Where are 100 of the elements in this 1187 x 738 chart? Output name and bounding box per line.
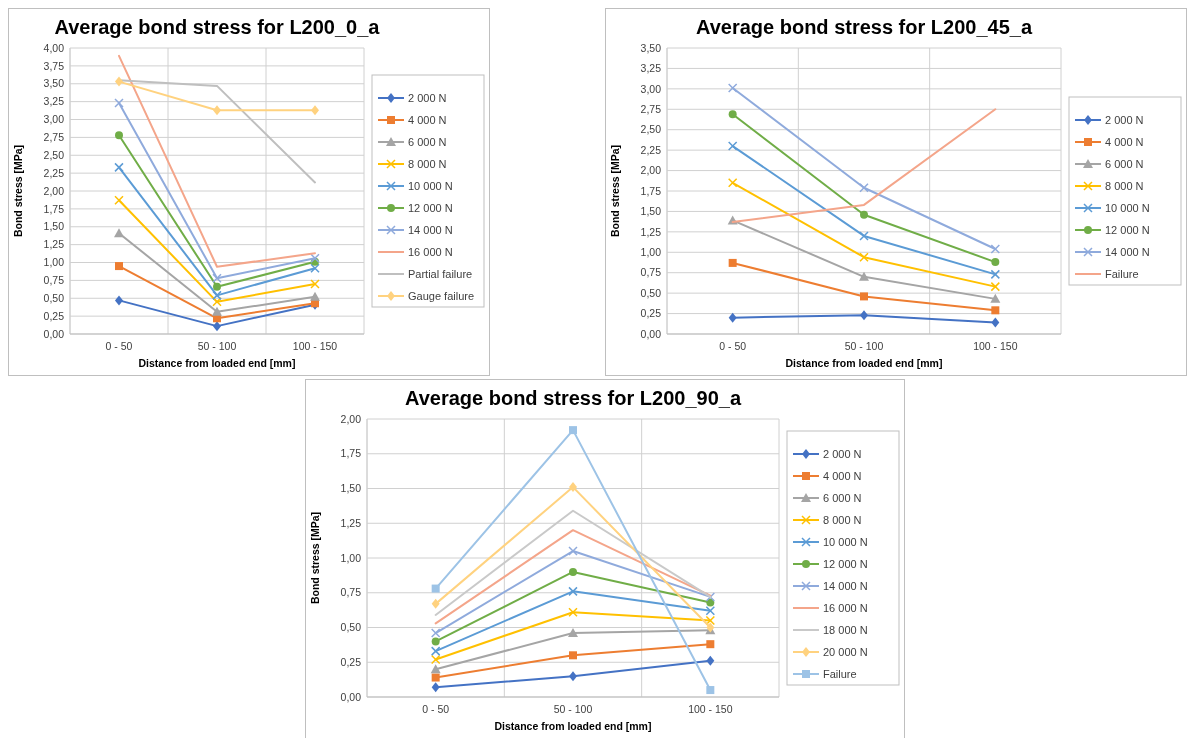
legend-label: 2 000 N	[408, 91, 447, 104]
x-tick-label: 100 - 150	[292, 340, 338, 352]
y-tick-label: 1,75	[43, 202, 65, 215]
chart-title: Average bond stress for L200_0_a	[54, 16, 381, 38]
point	[569, 482, 577, 493]
point	[213, 105, 221, 116]
point	[310, 253, 320, 263]
y-tick-label: 1,25	[340, 516, 362, 529]
x-tick-label: 100 - 150	[688, 703, 733, 715]
point	[569, 671, 577, 682]
point	[706, 686, 715, 695]
y-tick-label: 3,75	[43, 59, 65, 72]
x-tick-label: 50 - 100	[553, 703, 593, 715]
point	[310, 279, 320, 289]
y-tick-label: 1,50	[640, 205, 662, 218]
point	[990, 244, 1001, 254]
point	[212, 290, 222, 301]
point	[431, 598, 440, 609]
point	[430, 646, 441, 656]
point	[431, 673, 440, 682]
legend-label: 14 000 N	[823, 579, 868, 592]
x-tick-label: 50 - 100	[197, 340, 237, 352]
legend-label: 6 000 N	[1105, 157, 1144, 170]
point	[213, 321, 221, 332]
y-tick-label: 0,75	[43, 274, 65, 287]
legend-label: 8 000 N	[823, 513, 862, 526]
point	[430, 664, 441, 674]
point	[706, 655, 715, 666]
point	[114, 195, 124, 206]
y-tick-label: 3,00	[43, 113, 65, 126]
y-tick-label: 0,25	[640, 307, 662, 320]
y-tick-label: 0,75	[340, 586, 362, 599]
y-tick-label: 0,25	[340, 655, 362, 668]
y-tick-label: 2,75	[43, 131, 65, 144]
chart-title: Average bond stress for L200_45_a	[695, 16, 1033, 38]
y-tick-label: 1,00	[640, 245, 662, 258]
point	[991, 317, 1000, 328]
y-tick-label: 1,25	[640, 225, 662, 238]
y-tick-label: 2,00	[340, 412, 362, 425]
point	[114, 98, 124, 108]
point	[859, 231, 869, 241]
point	[568, 607, 578, 617]
point	[310, 263, 320, 273]
point	[728, 110, 737, 119]
y-tick-label: 0,50	[43, 291, 65, 304]
x-tick-label: 100 - 150	[973, 340, 1018, 352]
y-axis-title: Bond stress [MPa]	[12, 144, 24, 238]
point	[705, 615, 716, 626]
point	[568, 628, 578, 638]
y-tick-label: 0,50	[340, 621, 362, 634]
point	[430, 654, 441, 665]
point	[431, 682, 440, 693]
point	[430, 628, 441, 638]
point	[114, 228, 124, 238]
point	[568, 546, 578, 556]
y-axis-title: Bond stress [MPa]	[309, 511, 321, 605]
y-tick-label: 1,50	[340, 482, 362, 495]
y-tick-label: 3,00	[640, 82, 662, 95]
point	[860, 310, 868, 321]
point	[569, 651, 577, 660]
point	[859, 271, 869, 281]
point	[212, 306, 222, 316]
point	[860, 210, 868, 219]
legend-label: 12 000 N	[408, 201, 453, 214]
legend-label: 4 000 N	[1105, 135, 1144, 148]
y-tick-label: 1,75	[340, 447, 362, 460]
x-axis-title: Distance from loaded end [mm]	[138, 357, 296, 369]
point	[706, 640, 715, 649]
legend-label: Failure	[1105, 267, 1139, 280]
y-tick-label: 0,75	[640, 266, 662, 279]
legend-label: 2 000 N	[823, 447, 862, 460]
point	[728, 258, 737, 267]
legend-label: 10 000 N	[1105, 201, 1150, 214]
y-tick-label: 2,25	[640, 143, 662, 156]
point	[310, 291, 320, 301]
legend-label: Partial failure	[408, 267, 473, 280]
legend-label: 12 000 N	[1105, 223, 1150, 236]
legend-label: 6 000 N	[823, 491, 862, 504]
point	[860, 292, 868, 301]
x-tick-label: 0 - 50	[422, 703, 450, 715]
point	[115, 262, 123, 271]
legend-label: 8 000 N	[1105, 179, 1144, 192]
y-tick-label: 0,00	[640, 327, 662, 340]
point	[115, 131, 123, 140]
y-tick-label: 3,25	[43, 95, 65, 108]
point	[212, 273, 222, 283]
point	[859, 252, 869, 262]
y-tick-label: 1,25	[43, 238, 65, 251]
y-tick-label: 2,25	[43, 166, 65, 179]
x-tick-label: 50 - 100	[844, 340, 884, 352]
y-tick-label: 1,00	[340, 551, 362, 564]
legend-label: 14 000 N	[1105, 245, 1150, 258]
point	[859, 182, 869, 193]
point	[990, 281, 1001, 292]
legend-label: 16 000 N	[408, 245, 453, 258]
legend-label: 10 000 N	[823, 535, 868, 548]
point	[212, 297, 222, 307]
y-tick-label: 0,25	[43, 309, 65, 322]
x-tick-label: 0 - 50	[719, 340, 747, 352]
y-tick-label: 1,75	[640, 184, 662, 197]
